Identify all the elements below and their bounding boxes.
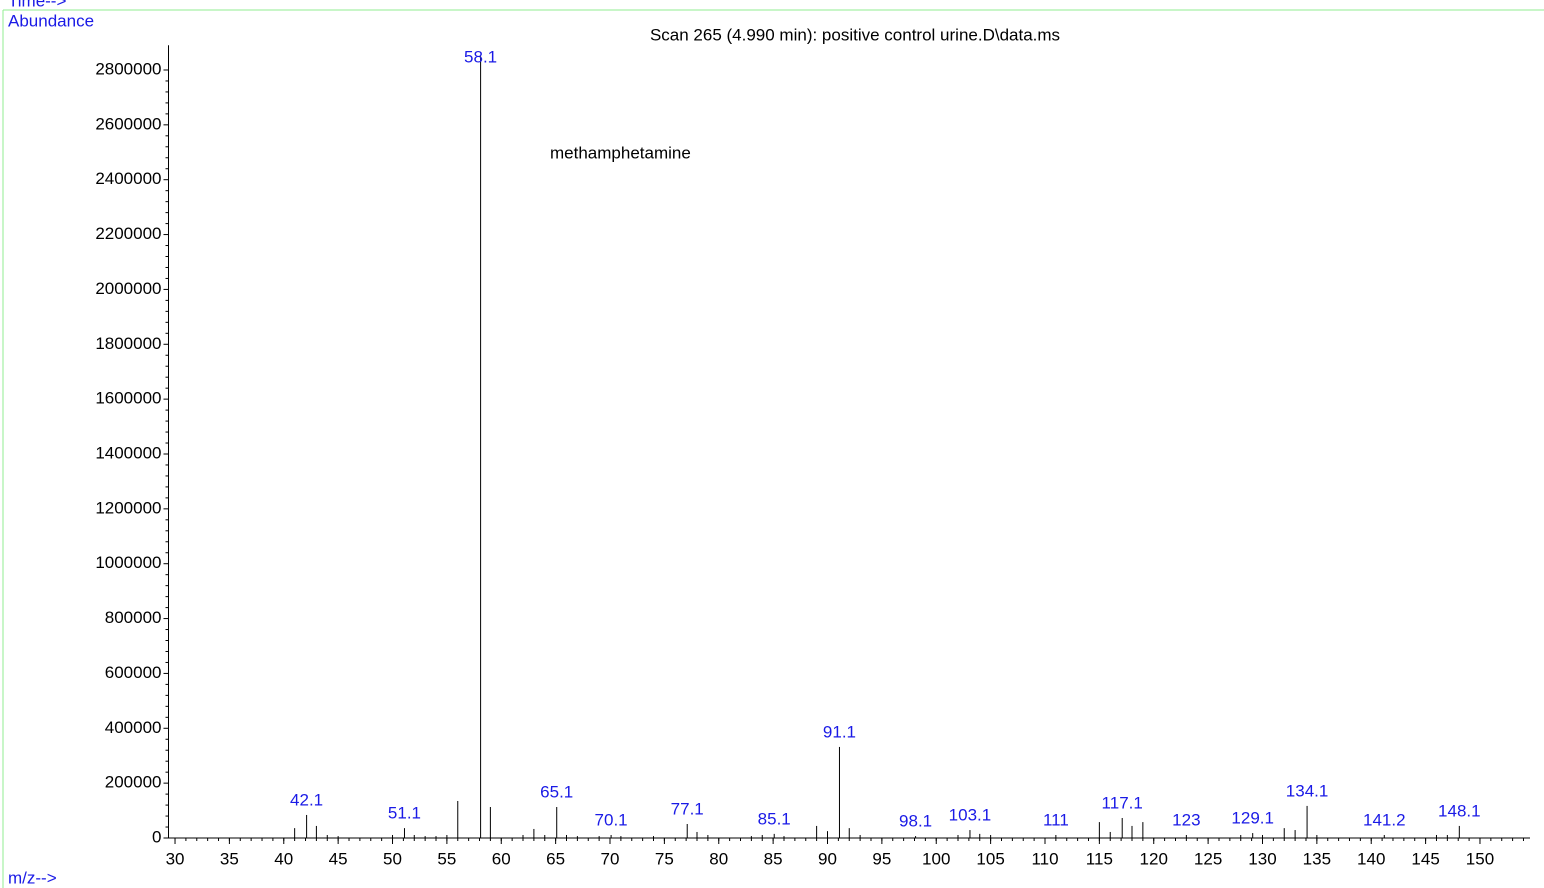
peak-label: 141.2 <box>1363 810 1406 829</box>
peak-label: 134.1 <box>1286 781 1329 800</box>
peak-label: 117.1 <box>1102 793 1143 812</box>
x-tick-label: 135 <box>1303 849 1331 868</box>
x-tick-label: 35 <box>220 849 239 868</box>
y-tick-label: 200000 <box>105 773 162 792</box>
x-tick-label: 50 <box>383 849 402 868</box>
y-tick-label: 1000000 <box>95 553 161 572</box>
x-tick-label: 45 <box>329 849 348 868</box>
peak-label: 51.1 <box>388 804 421 823</box>
peak-label: 70.1 <box>595 810 628 829</box>
x-tick-label: 145 <box>1411 849 1439 868</box>
x-tick-label: 105 <box>976 849 1004 868</box>
y-axis-label: Abundance <box>8 11 94 30</box>
y-tick-label: 2600000 <box>95 114 161 133</box>
x-tick-label: 140 <box>1357 849 1385 868</box>
x-tick-label: 55 <box>437 849 456 868</box>
peak-label: 148.1 <box>1438 801 1481 820</box>
x-tick-label: 110 <box>1031 849 1058 868</box>
x-tick-label: 80 <box>709 849 728 868</box>
y-tick-label: 2400000 <box>95 169 161 188</box>
peak-label: 85.1 <box>758 809 791 828</box>
x-tick-label: 40 <box>274 849 293 868</box>
peak-label: 42.1 <box>290 790 323 809</box>
y-tick-label: 1200000 <box>95 498 161 517</box>
peak-label: 129.1 <box>1231 809 1274 828</box>
x-tick-label: 150 <box>1466 849 1494 868</box>
x-tick-label: 100 <box>922 849 950 868</box>
peak-label: 98.1 <box>899 812 932 831</box>
y-tick-label: 600000 <box>105 663 162 682</box>
y-tick-label: 400000 <box>105 718 162 737</box>
x-tick-label: 75 <box>655 849 674 868</box>
x-tick-label: 85 <box>764 849 783 868</box>
peak-label: 91.1 <box>823 722 856 741</box>
annotation: methamphetamine <box>550 143 691 162</box>
x-tick-label: 70 <box>601 849 620 868</box>
y-tick-label: 1600000 <box>95 389 161 408</box>
y-tick-label: 2800000 <box>95 59 161 78</box>
chart-title: Scan 265 (4.990 min): positive control u… <box>650 25 1060 44</box>
y-tick-label: 0 <box>152 827 161 846</box>
y-tick-label: 2000000 <box>95 279 161 298</box>
x-tick-label: 30 <box>166 849 185 868</box>
x-axis-label: m/z--> <box>8 868 57 887</box>
y-tick-label: 800000 <box>105 608 162 627</box>
y-tick-label: 2200000 <box>95 224 161 243</box>
y-tick-label: 1400000 <box>95 443 161 462</box>
y-tick-label: 1800000 <box>95 334 161 353</box>
time-label: Time--> <box>8 0 66 10</box>
peak-label: 123 <box>1172 810 1200 829</box>
x-tick-label: 90 <box>818 849 837 868</box>
x-tick-label: 125 <box>1194 849 1222 868</box>
x-tick-label: 115 <box>1086 849 1113 868</box>
x-tick-label: 95 <box>872 849 891 868</box>
peak-label: 58.1 <box>464 47 497 66</box>
peak-label: 111 <box>1043 810 1069 829</box>
x-tick-label: 130 <box>1248 849 1276 868</box>
x-tick-label: 60 <box>492 849 511 868</box>
peak-label: 103.1 <box>949 806 992 825</box>
peak-label: 65.1 <box>540 782 573 801</box>
x-tick-label: 120 <box>1140 849 1168 868</box>
peak-label: 77.1 <box>671 799 704 818</box>
x-tick-label: 65 <box>546 849 565 868</box>
